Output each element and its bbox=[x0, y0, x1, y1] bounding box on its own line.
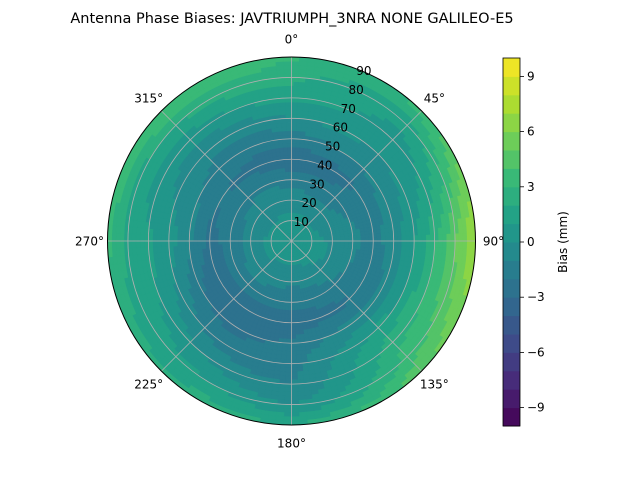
bias-contour-field bbox=[107, 57, 476, 425]
chart-title: Antenna Phase Biases: JAVTRIUMPH_3NRA NO… bbox=[70, 11, 513, 27]
polar-plot-area: 0°45°90°135°180°225°270°315° 10203040506… bbox=[75, 33, 504, 451]
